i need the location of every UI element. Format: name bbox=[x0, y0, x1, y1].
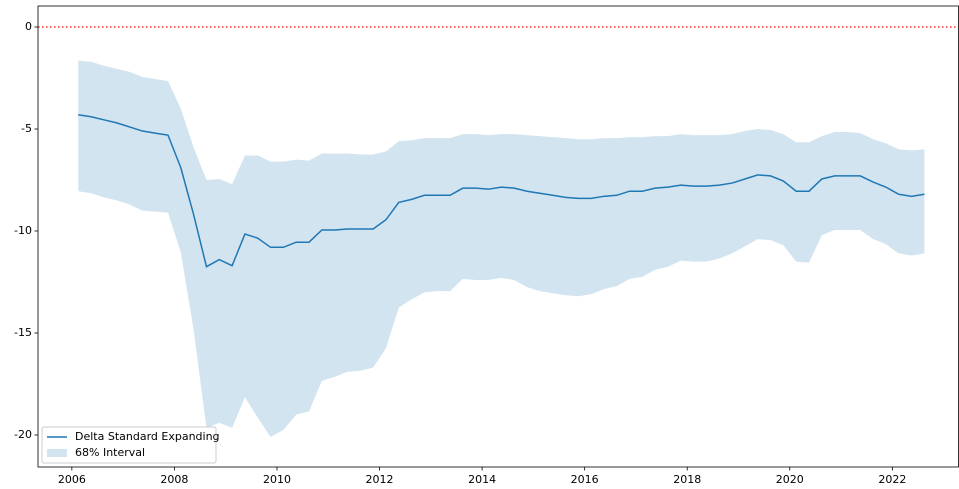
x-tick-label: 2016 bbox=[571, 473, 599, 486]
line bbox=[78, 113, 925, 268]
y-tick-label: 0 bbox=[25, 20, 32, 33]
x-tick-label: 2022 bbox=[878, 473, 906, 486]
y-tick-label: -20 bbox=[14, 428, 32, 441]
x-tick-label: 2018 bbox=[673, 473, 701, 486]
x-tick-label: 2012 bbox=[366, 473, 394, 486]
legend-label: Delta Standard Expanding bbox=[75, 430, 220, 443]
legend-swatch bbox=[47, 449, 67, 457]
x-tick-label: 2020 bbox=[776, 473, 804, 486]
interval-band bbox=[78, 60, 925, 438]
y-tick-label: -10 bbox=[14, 224, 32, 237]
x-tick-label: 2014 bbox=[468, 473, 496, 486]
y-tick-label: -15 bbox=[14, 326, 32, 339]
x-tick-label: 2006 bbox=[58, 473, 86, 486]
legend-box bbox=[41, 426, 217, 464]
x-tick-label: 2010 bbox=[263, 473, 291, 486]
y-tick-label: -5 bbox=[21, 122, 32, 135]
legend-label: 68% Interval bbox=[75, 446, 145, 459]
x-tick-label: 2008 bbox=[160, 473, 188, 486]
